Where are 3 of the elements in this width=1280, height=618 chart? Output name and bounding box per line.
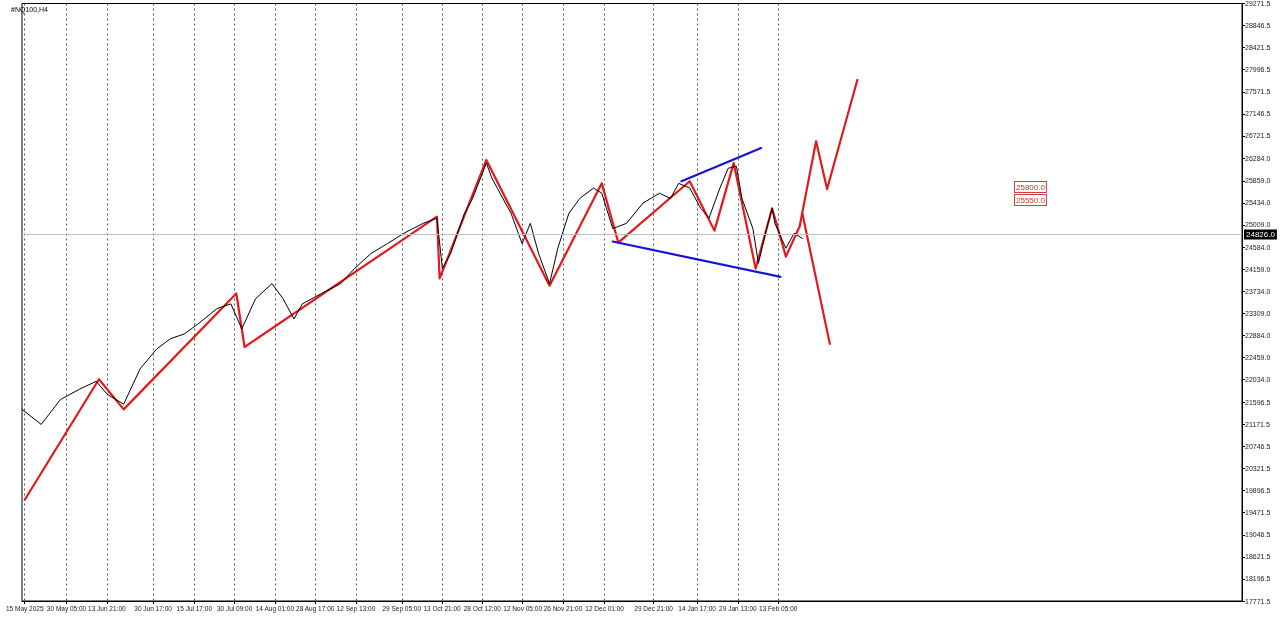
ref-line-label: 24826.0 [1246, 229, 1276, 239]
annotation: 25800.0 [1016, 182, 1046, 192]
annotation: 25550.0 [1016, 195, 1046, 205]
